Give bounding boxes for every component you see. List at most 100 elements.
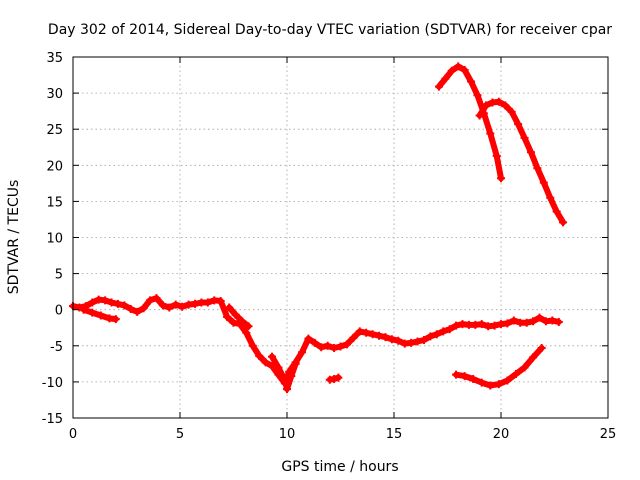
data-point bbox=[244, 322, 253, 331]
series-line bbox=[453, 345, 545, 389]
data-point bbox=[494, 97, 503, 106]
series-group bbox=[452, 343, 546, 390]
data-point bbox=[171, 300, 180, 309]
data-point bbox=[413, 337, 422, 346]
data-point bbox=[88, 308, 97, 317]
data-point bbox=[482, 101, 491, 110]
y-tick-label: 15 bbox=[46, 195, 63, 210]
data-point bbox=[146, 296, 155, 305]
y-tick-label: 30 bbox=[46, 87, 63, 102]
data-point bbox=[126, 304, 135, 313]
data-point bbox=[511, 369, 520, 378]
y-axis-label: SDTVAR / TECUs bbox=[6, 180, 22, 295]
data-point bbox=[503, 319, 512, 328]
data-point bbox=[501, 101, 510, 110]
data-point bbox=[268, 352, 277, 361]
data-point bbox=[469, 375, 478, 384]
data-point bbox=[533, 164, 542, 173]
data-point bbox=[139, 304, 148, 313]
data-point bbox=[283, 385, 291, 394]
series-layer bbox=[69, 62, 568, 394]
data-point bbox=[101, 296, 110, 305]
data-point bbox=[529, 353, 538, 362]
tick-layer: 0 5 10 15 20 25 -15 -10 -5 0 5 10 15 20 25 30 35 bbox=[42, 51, 617, 442]
data-point bbox=[475, 111, 484, 120]
data-point bbox=[96, 311, 105, 320]
data-point bbox=[559, 218, 568, 227]
data-point bbox=[158, 301, 167, 310]
series-group bbox=[69, 294, 563, 388]
data-point bbox=[503, 376, 512, 385]
series-group bbox=[434, 62, 505, 183]
data-point bbox=[362, 328, 371, 337]
data-point bbox=[330, 375, 339, 384]
y-tick-label: 0 bbox=[55, 304, 63, 319]
x-tick-label: 5 bbox=[176, 427, 184, 442]
data-point bbox=[323, 341, 332, 350]
data-point bbox=[310, 338, 319, 347]
data-point bbox=[152, 294, 161, 303]
data-point bbox=[426, 332, 435, 341]
chart-title: Day 302 of 2014, Sidereal Day-to-day VTE… bbox=[48, 22, 612, 38]
data-point bbox=[342, 340, 351, 349]
data-point bbox=[554, 317, 563, 326]
data-point bbox=[497, 174, 505, 183]
data-point bbox=[520, 133, 529, 142]
y-tick-label: -15 bbox=[42, 412, 63, 427]
data-point bbox=[231, 310, 240, 319]
series-line bbox=[226, 304, 252, 330]
data-point bbox=[330, 343, 339, 352]
data-point bbox=[203, 298, 212, 307]
data-point bbox=[452, 370, 461, 379]
data-point bbox=[445, 325, 454, 334]
data-point bbox=[349, 333, 358, 342]
y-tick-label: 25 bbox=[46, 123, 63, 138]
data-point bbox=[111, 315, 120, 324]
data-point bbox=[280, 376, 289, 385]
data-point bbox=[133, 307, 142, 316]
y-tick-label: 20 bbox=[46, 159, 63, 174]
series-line bbox=[70, 295, 562, 387]
y-tick-label: 35 bbox=[46, 51, 63, 66]
y-tick-label: 5 bbox=[55, 268, 63, 283]
data-point bbox=[242, 328, 251, 337]
data-point bbox=[375, 331, 384, 340]
data-point bbox=[473, 91, 482, 100]
data-point bbox=[539, 178, 548, 187]
data-point bbox=[223, 312, 232, 321]
data-point bbox=[439, 327, 448, 336]
data-point bbox=[507, 107, 516, 116]
series-group bbox=[325, 373, 343, 384]
data-point bbox=[297, 348, 306, 357]
data-point bbox=[494, 380, 503, 389]
data-point bbox=[477, 320, 486, 329]
data-point bbox=[368, 330, 377, 339]
data-point bbox=[336, 342, 345, 351]
y-tick-label: 10 bbox=[46, 232, 63, 247]
data-point bbox=[381, 333, 390, 342]
series-group bbox=[475, 97, 568, 227]
series-line bbox=[476, 98, 567, 226]
data-point bbox=[261, 358, 270, 367]
data-point bbox=[509, 316, 518, 325]
data-point bbox=[107, 298, 116, 307]
data-point bbox=[477, 378, 486, 387]
data-point bbox=[535, 313, 544, 322]
data-point bbox=[190, 299, 199, 308]
data-point bbox=[229, 318, 238, 327]
data-point bbox=[225, 303, 234, 312]
data-point bbox=[486, 381, 495, 390]
data-point bbox=[287, 372, 296, 381]
data-point bbox=[334, 373, 343, 382]
data-point bbox=[452, 321, 461, 330]
data-point bbox=[522, 318, 531, 327]
x-tick-label: 15 bbox=[386, 427, 403, 442]
series-line bbox=[435, 63, 504, 182]
data-point bbox=[419, 336, 428, 345]
data-point bbox=[432, 330, 441, 339]
data-point bbox=[490, 321, 499, 330]
data-point bbox=[304, 334, 313, 343]
y-tick-label: -5 bbox=[50, 340, 63, 355]
series-group bbox=[79, 305, 120, 324]
data-point bbox=[441, 74, 450, 83]
